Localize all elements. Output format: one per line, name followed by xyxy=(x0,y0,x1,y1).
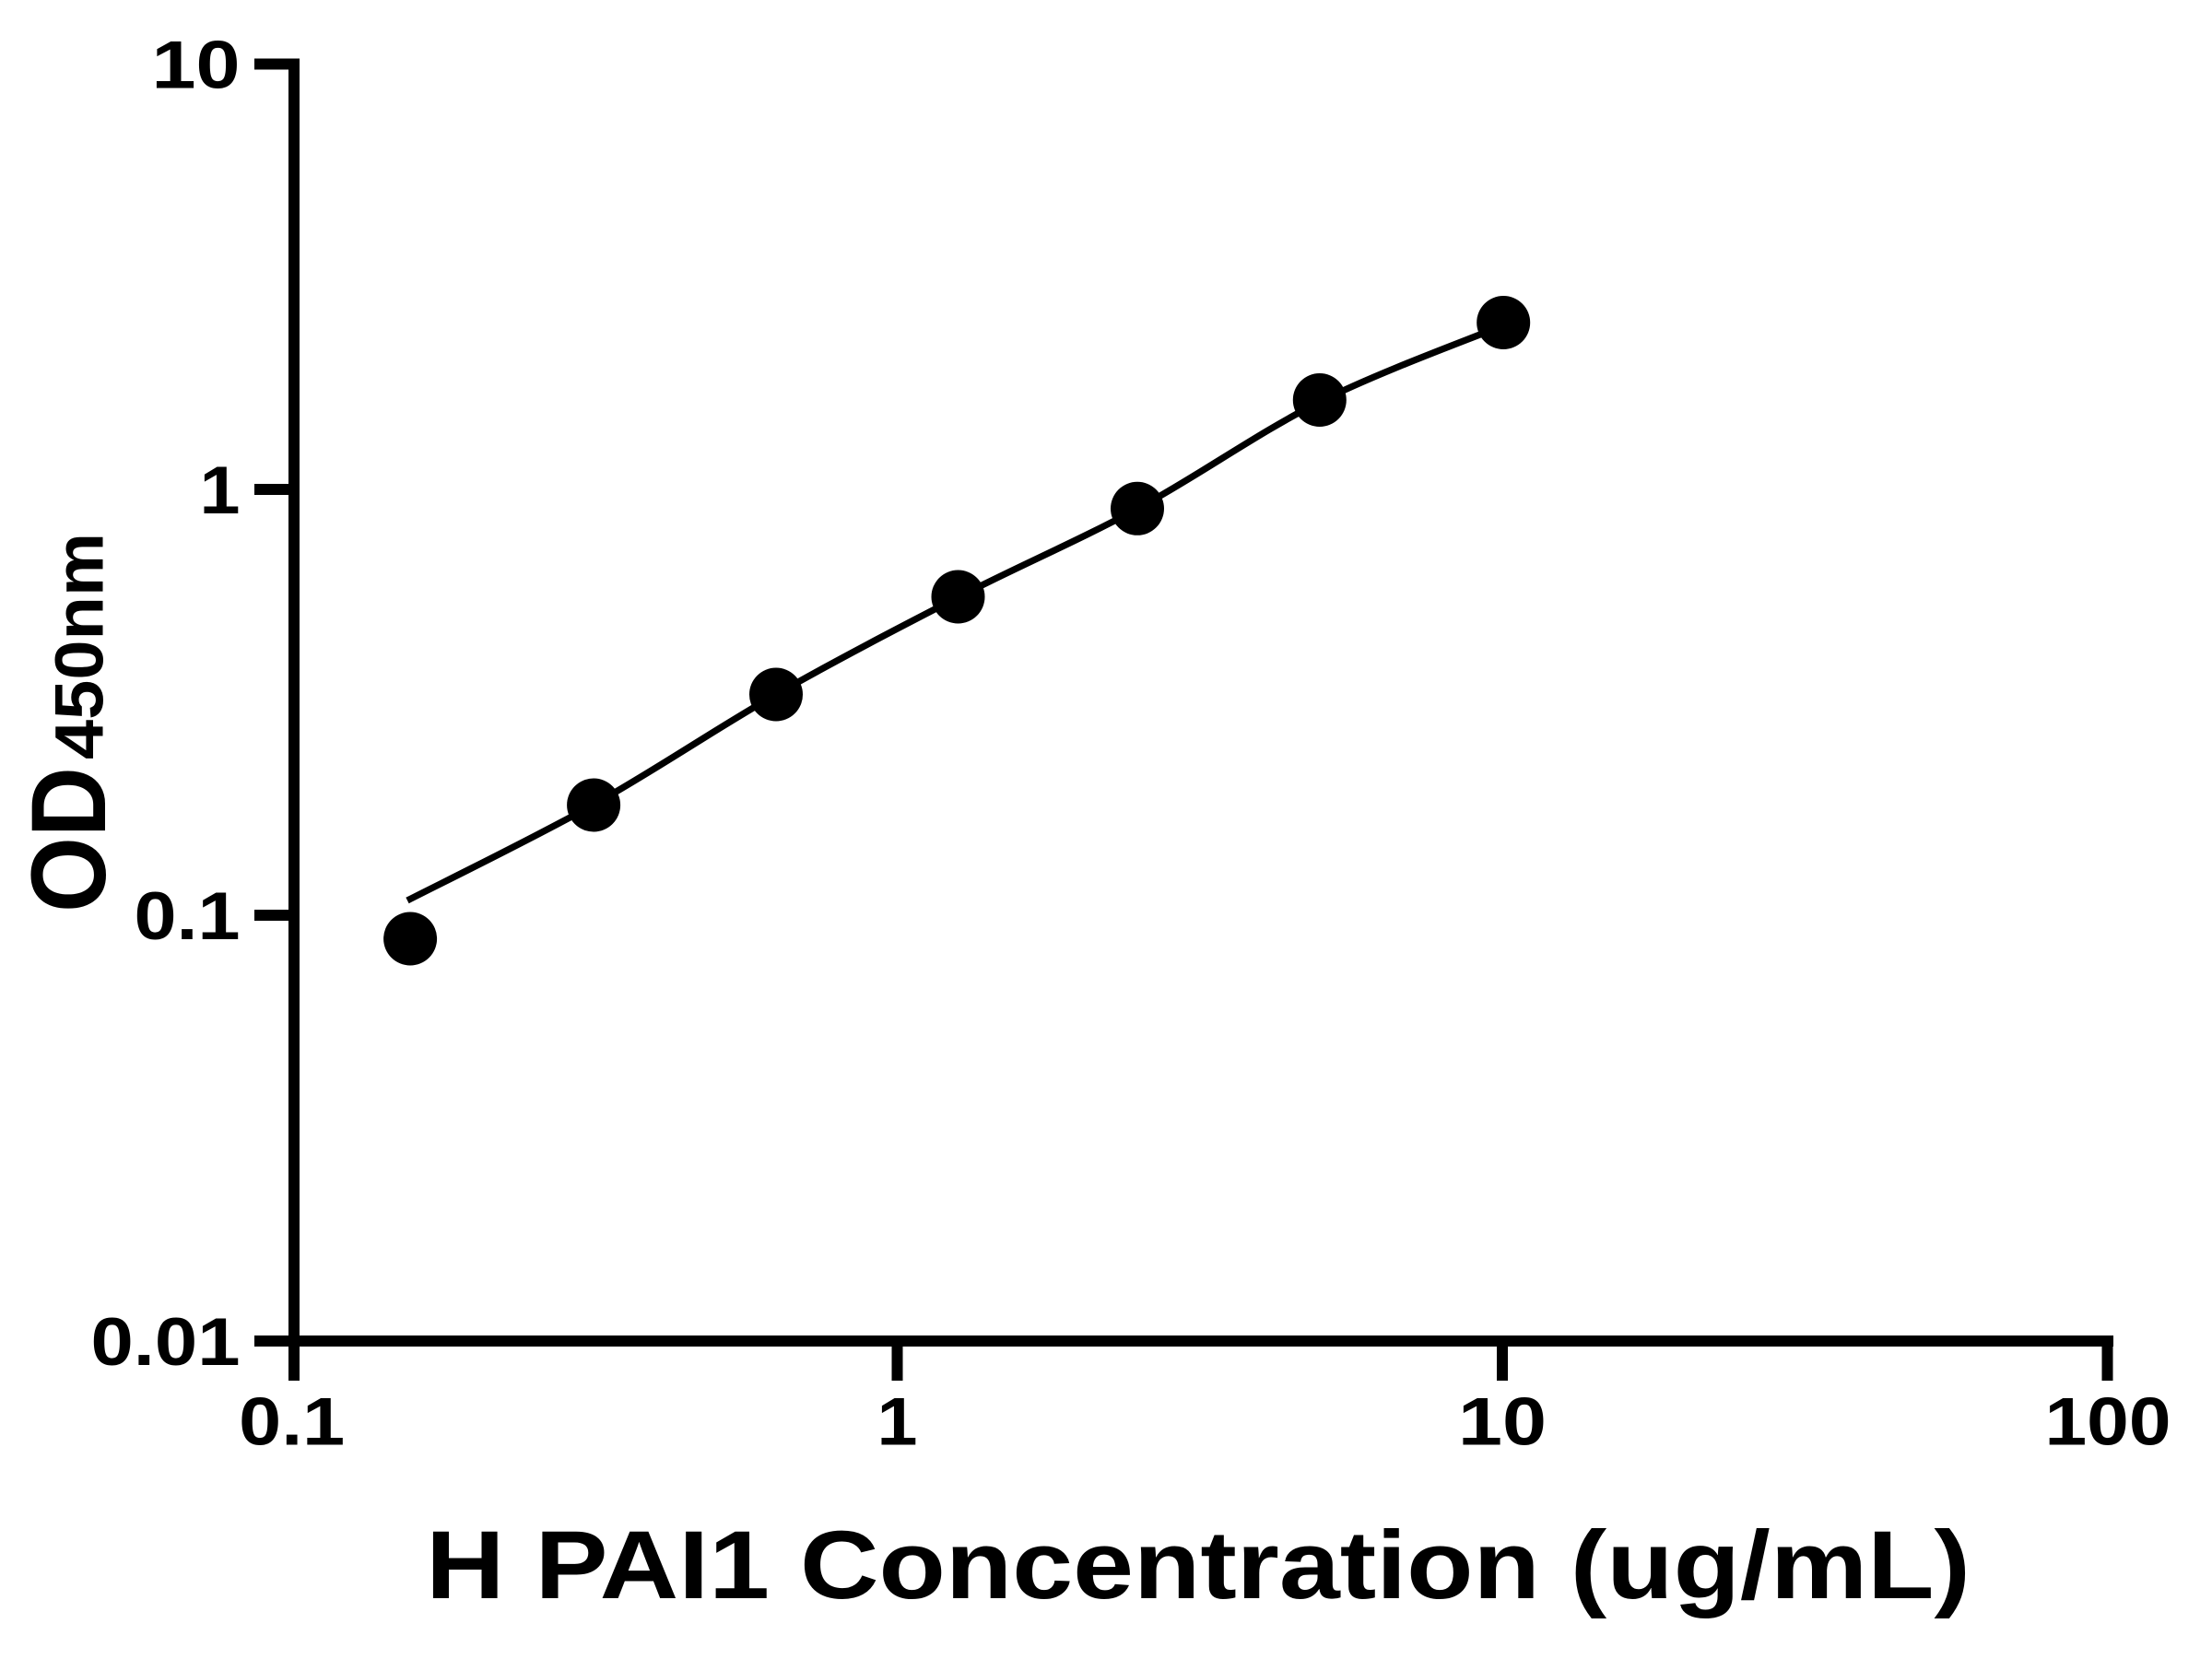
svg-text:H PAI1 Concentration (ug/mL): H PAI1 Concentration (ug/mL) xyxy=(426,1512,1971,1619)
svg-text:0.1: 0.1 xyxy=(239,1384,345,1459)
svg-text:450nm: 450nm xyxy=(41,533,118,759)
svg-text:100: 100 xyxy=(2045,1384,2171,1459)
svg-text:1: 1 xyxy=(200,453,241,528)
svg-text:OD: OD xyxy=(10,767,128,912)
svg-text:0.1: 0.1 xyxy=(135,879,241,954)
svg-text:10: 10 xyxy=(152,28,241,102)
svg-text:1: 1 xyxy=(877,1384,918,1459)
svg-text:0.01: 0.01 xyxy=(91,1305,241,1380)
svg-text:10: 10 xyxy=(1458,1384,1547,1459)
